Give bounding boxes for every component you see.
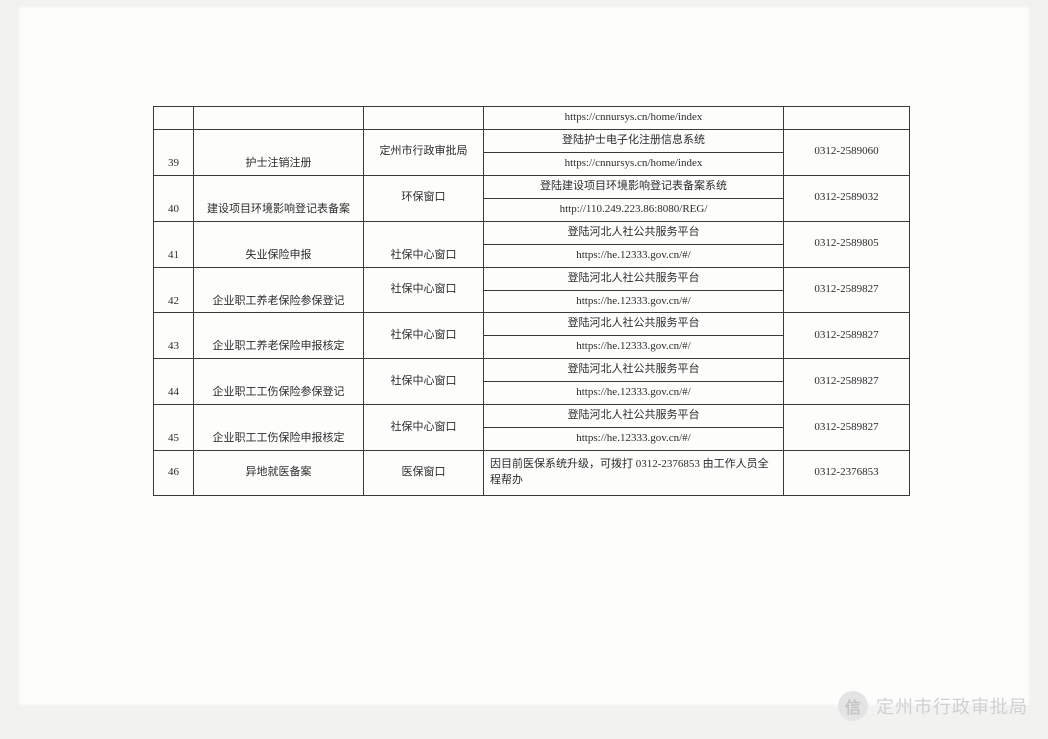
cell-dept: 社保中心窗口 xyxy=(364,405,484,451)
cell-num: 43 xyxy=(154,313,194,359)
cell-dept xyxy=(364,107,484,130)
cell-desc-line1: 登陆护士电子化注册信息系统 xyxy=(484,129,784,152)
cell-num: 39 xyxy=(154,129,194,175)
cell-desc-line1: 登陆建设项目环境影响登记表备案系统 xyxy=(484,175,784,198)
cell-name: 护士注销注册 xyxy=(194,129,364,175)
cell-desc-line1: 登陆河北人社公共服务平台 xyxy=(484,405,784,428)
cell-dept: 社保中心窗口 xyxy=(364,359,484,405)
services-table: https://cnnursys.cn/home/index 39 护士注销注册… xyxy=(153,106,910,496)
table-row: 44 企业职工工伤保险参保登记 社保中心窗口 登陆河北人社公共服务平台 0312… xyxy=(154,359,910,382)
cell-desc-line1: 登陆河北人社公共服务平台 xyxy=(484,359,784,382)
cell-num: 46 xyxy=(154,451,194,496)
wechat-icon-glyph: 信 xyxy=(845,694,861,718)
cell-name: 企业职工工伤保险参保登记 xyxy=(194,359,364,405)
cell-desc-line1: 登陆河北人社公共服务平台 xyxy=(484,313,784,336)
cell-dept: 定州市行政审批局 xyxy=(364,129,484,175)
cell-dept: 医保窗口 xyxy=(364,451,484,496)
cell-desc: https://cnnursys.cn/home/index xyxy=(484,107,784,130)
cell-phone: 0312-2589827 xyxy=(784,359,910,405)
cell-desc-line2: https://he.12333.gov.cn/#/ xyxy=(484,336,784,359)
table-row: 45 企业职工工伤保险申报核定 社保中心窗口 登陆河北人社公共服务平台 0312… xyxy=(154,405,910,428)
cell-phone: 0312-2589827 xyxy=(784,267,910,313)
cell-dept: 社保中心窗口 xyxy=(364,267,484,313)
cell-desc-line1: 登陆河北人社公共服务平台 xyxy=(484,267,784,290)
cell-num: 42 xyxy=(154,267,194,313)
cell-desc: 因目前医保系统升级，可拨打 0312-2376853 由工作人员全程帮办 xyxy=(484,451,784,496)
cell-name: 企业职工养老保险参保登记 xyxy=(194,267,364,313)
table-row: 43 企业职工养老保险申报核定 社保中心窗口 登陆河北人社公共服务平台 0312… xyxy=(154,313,910,336)
cell-desc-line2: https://cnnursys.cn/home/index xyxy=(484,152,784,175)
table-row: 41 失业保险申报 社保中心窗口 登陆河北人社公共服务平台 0312-25898… xyxy=(154,221,910,244)
table-row: https://cnnursys.cn/home/index xyxy=(154,107,910,130)
watermark-text: 定州市行政审批局 xyxy=(876,693,1028,719)
cell-num xyxy=(154,107,194,130)
cell-name: 失业保险申报 xyxy=(194,221,364,267)
cell-desc-line1: 登陆河北人社公共服务平台 xyxy=(484,221,784,244)
table-container: https://cnnursys.cn/home/index 39 护士注销注册… xyxy=(153,106,909,496)
cell-desc-line2: https://he.12333.gov.cn/#/ xyxy=(484,290,784,313)
table-row: 42 企业职工养老保险参保登记 社保中心窗口 登陆河北人社公共服务平台 0312… xyxy=(154,267,910,290)
cell-desc-line2: https://he.12333.gov.cn/#/ xyxy=(484,382,784,405)
cell-dept: 社保中心窗口 xyxy=(364,313,484,359)
cell-num: 45 xyxy=(154,405,194,451)
cell-num: 41 xyxy=(154,221,194,267)
cell-name: 企业职工养老保险申报核定 xyxy=(194,313,364,359)
wechat-icon: 信 xyxy=(838,691,868,721)
cell-phone: 0312-2589827 xyxy=(784,405,910,451)
cell-desc-line2: http://110.249.223.86:8080/REG/ xyxy=(484,198,784,221)
cell-phone: 0312-2589805 xyxy=(784,221,910,267)
cell-phone: 0312-2376853 xyxy=(784,451,910,496)
cell-name: 建设项目环境影响登记表备案 xyxy=(194,175,364,221)
watermark: 信 定州市行政审批局 xyxy=(838,691,1028,721)
table-row: 39 护士注销注册 定州市行政审批局 登陆护士电子化注册信息系统 0312-25… xyxy=(154,129,910,152)
document-page: https://cnnursys.cn/home/index 39 护士注销注册… xyxy=(18,6,1030,706)
cell-name: 异地就医备案 xyxy=(194,451,364,496)
cell-dept: 社保中心窗口 xyxy=(364,221,484,267)
cell-num: 40 xyxy=(154,175,194,221)
cell-desc-line2: https://he.12333.gov.cn/#/ xyxy=(484,244,784,267)
cell-num: 44 xyxy=(154,359,194,405)
table-row: 46 异地就医备案 医保窗口 因目前医保系统升级，可拨打 0312-237685… xyxy=(154,451,910,496)
cell-name: 企业职工工伤保险申报核定 xyxy=(194,405,364,451)
cell-name xyxy=(194,107,364,130)
cell-desc-line2: https://he.12333.gov.cn/#/ xyxy=(484,428,784,451)
cell-phone xyxy=(784,107,910,130)
cell-phone: 0312-2589060 xyxy=(784,129,910,175)
cell-phone: 0312-2589827 xyxy=(784,313,910,359)
cell-dept: 环保窗口 xyxy=(364,175,484,221)
cell-phone: 0312-2589032 xyxy=(784,175,910,221)
table-row: 40 建设项目环境影响登记表备案 环保窗口 登陆建设项目环境影响登记表备案系统 … xyxy=(154,175,910,198)
